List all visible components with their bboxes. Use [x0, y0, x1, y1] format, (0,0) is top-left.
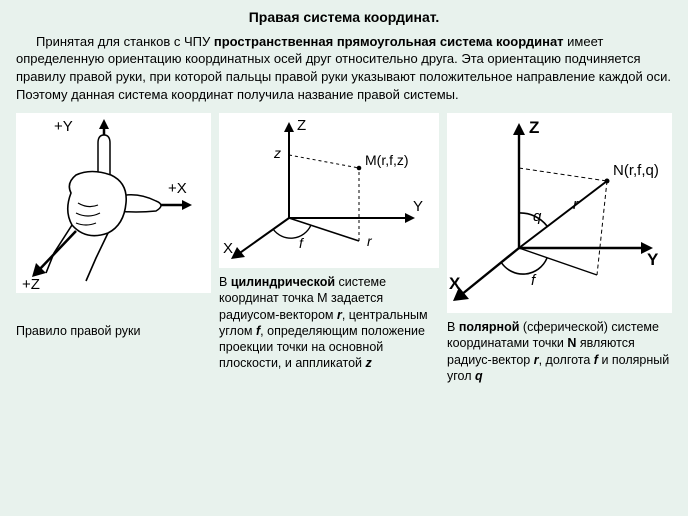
figure-row: +Y +X +Z Правило правой руки Z — [16, 113, 672, 384]
svg-text:Y: Y — [647, 250, 659, 269]
col-hand: +Y +X +Z Правило правой руки — [16, 113, 211, 384]
page-title: Правая система координат. — [16, 8, 672, 27]
cyl-figure: Z Y X r f — [219, 113, 439, 268]
para-run-0: Принятая для станков с ЧПУ — [36, 34, 214, 49]
hand-label-y: +Y — [54, 118, 73, 135]
para-run-1: пространственная прямоугольная система к… — [214, 34, 564, 49]
intro-paragraph: Принятая для станков с ЧПУ пространствен… — [16, 33, 672, 103]
svg-text:N(r,f,q): N(r,f,q) — [613, 162, 659, 179]
cyl-caption: В цилиндрической системе координат точка… — [219, 274, 439, 372]
col-cylindrical: Z Y X r f — [219, 113, 439, 384]
svg-text:q: q — [533, 208, 542, 225]
col-spherical: Z Y X f r — [447, 113, 672, 384]
hand-label-x: +X — [168, 180, 187, 197]
svg-text:Z: Z — [297, 117, 306, 134]
svg-text:X: X — [449, 274, 461, 293]
sph-figure: Z Y X f r — [447, 113, 672, 313]
sph-svg: Z Y X f r — [447, 113, 667, 313]
hand-figure: +Y +X +Z — [16, 113, 211, 293]
svg-text:Y: Y — [413, 198, 423, 215]
svg-text:M(r,f,z): M(r,f,z) — [365, 152, 409, 168]
page: Правая система координат. Принятая для с… — [0, 0, 688, 516]
svg-text:z: z — [273, 145, 281, 161]
cyl-svg: Z Y X r f — [219, 113, 434, 268]
svg-text:X: X — [223, 240, 233, 257]
sph-caption: В полярной (сферической) системе координ… — [447, 319, 672, 384]
hand-caption: Правило правой руки — [16, 323, 211, 339]
svg-text:Z: Z — [529, 118, 539, 137]
hand-label-z: +Z — [22, 276, 40, 293]
hand-svg: +Y +X +Z — [16, 113, 206, 293]
